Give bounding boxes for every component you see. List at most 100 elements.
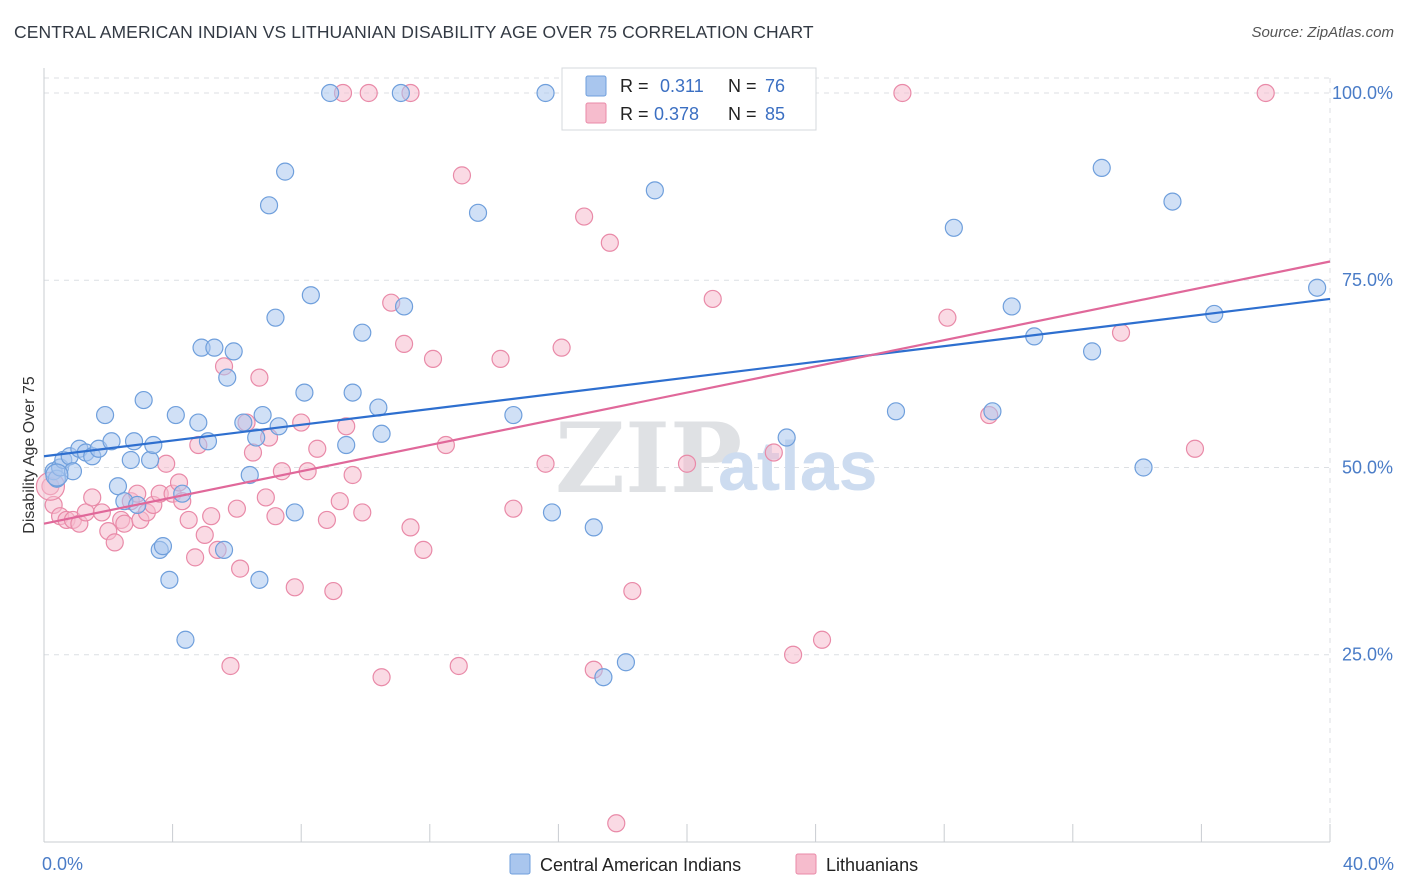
central-american-indians-point-37 xyxy=(253,405,272,425)
lithuanians-point-48 xyxy=(343,465,362,485)
lithuanians-point-27 xyxy=(202,507,221,526)
central-american-indians-cluster-mark xyxy=(45,463,69,487)
lithuanians-point-61 xyxy=(504,499,523,518)
lithuanians-point-78 xyxy=(1185,439,1205,458)
lithuanians-point-58 xyxy=(449,656,468,676)
lithuanians-point-79 xyxy=(1256,83,1275,103)
watermark-zip: ZIP xyxy=(555,402,742,515)
central-american-indians-trend-line xyxy=(43,297,1331,458)
legend-r-label-blue: R = xyxy=(620,76,649,96)
y-tick-label-1: 50.0% xyxy=(1342,457,1393,477)
central-american-indians-point-73 xyxy=(1308,278,1327,297)
lithuanians-point-51 xyxy=(372,668,391,687)
central-american-indians-point-30 xyxy=(214,540,234,559)
x-tick-label-0: 0.0% xyxy=(42,854,83,874)
central-american-indians-point-44 xyxy=(301,286,320,305)
lithuanians-point-71 xyxy=(764,443,783,462)
lithuanians-point-56 xyxy=(423,349,443,368)
central-american-indians-point-55 xyxy=(536,83,555,103)
source-credit: Source: ZipAtlas.com xyxy=(1251,24,1394,41)
lithuanians-point-67 xyxy=(607,814,626,833)
legend-r-label-pink: R = xyxy=(620,104,649,124)
central-american-indians-point-66 xyxy=(1002,297,1021,316)
central-american-indians-point-17 xyxy=(134,390,153,410)
lithuanians-point-44 xyxy=(317,510,337,530)
x-tick-label-1: 40.0% xyxy=(1343,854,1394,874)
series-legend-swatch-pink xyxy=(795,853,817,875)
legend-n-value-pink: 85 xyxy=(765,104,785,124)
x-tick-labels: 0.0% 40.0% xyxy=(42,854,1394,874)
central-american-indians-point-42 xyxy=(285,503,304,522)
series-legend: Central American Indians Lithuanians xyxy=(509,853,918,875)
lithuanians-point-62 xyxy=(536,454,555,473)
central-american-indians-point-50 xyxy=(372,424,391,443)
y-axis-label: Disability Age Over 75 xyxy=(21,376,38,534)
central-american-indians-point-15 xyxy=(124,432,144,451)
lithuanians-point-26 xyxy=(195,525,214,545)
central-american-indians-point-22 xyxy=(160,570,179,589)
central-american-indians-point-49 xyxy=(369,398,388,417)
legend-n-label-pink: N = xyxy=(728,104,757,124)
central-american-indians-point-11 xyxy=(102,432,121,451)
lithuanians-point-64 xyxy=(575,207,594,226)
lithuanians-points xyxy=(35,83,1275,833)
legend-r-value-pink: 0.378 xyxy=(654,104,699,124)
central-american-indians-point-39 xyxy=(266,308,285,327)
central-american-indians-point-23 xyxy=(166,405,185,425)
lithuanians-point-59 xyxy=(452,166,472,185)
lithuanians-point-66 xyxy=(600,233,619,252)
central-american-indians-point-60 xyxy=(645,181,664,200)
watermark: ZIP atlas xyxy=(555,402,878,515)
central-american-indians-point-41 xyxy=(276,162,295,181)
legend-n-value-blue: 76 xyxy=(765,76,785,96)
y-tick-label-2: 75.0% xyxy=(1342,270,1393,290)
lithuanians-point-23 xyxy=(179,510,198,530)
central-american-indians-point-48 xyxy=(353,323,372,342)
central-american-indians-point-14 xyxy=(121,450,140,470)
lithuanians-point-47 xyxy=(337,417,356,436)
central-american-indians-point-65 xyxy=(983,402,1002,421)
central-american-indians-point-25 xyxy=(176,630,195,649)
legend-n-label-blue: N = xyxy=(728,76,757,96)
y-tick-label-0: 25.0% xyxy=(1342,645,1393,665)
lithuanians-point-32 xyxy=(231,559,250,578)
central-american-indians-point-21 xyxy=(153,537,173,556)
central-american-indians-point-71 xyxy=(1163,192,1182,211)
lithuanians-point-74 xyxy=(893,83,912,103)
axes xyxy=(43,68,1331,843)
lithuanians-point-19 xyxy=(157,454,176,473)
lithuanians-point-69 xyxy=(677,454,697,473)
lithuanians-trend-line xyxy=(43,260,1331,525)
central-american-indians-point-57 xyxy=(584,518,603,537)
lithuanians-point-7 xyxy=(83,488,102,507)
lithuanians-point-31 xyxy=(227,499,246,518)
lithuanians-point-34 xyxy=(243,443,263,462)
series-legend-label-blue: Central American Indians xyxy=(540,855,741,875)
central-american-indians-point-68 xyxy=(1082,342,1102,361)
central-american-indians-point-19 xyxy=(144,435,163,455)
lithuanians-point-77 xyxy=(1111,323,1131,342)
central-american-indians-point-62 xyxy=(777,428,796,447)
lithuanians-point-50 xyxy=(359,83,378,103)
central-american-indians-point-26 xyxy=(189,413,208,432)
central-american-indians-point-29 xyxy=(205,338,224,357)
central-american-indians-point-52 xyxy=(394,297,414,316)
legend-r-value-blue: 0.311 xyxy=(660,76,704,96)
central-american-indians-point-34 xyxy=(240,465,259,485)
lithuanians-point-24 xyxy=(186,548,205,567)
lithuanians-point-36 xyxy=(256,488,275,507)
lithuanians-point-55 xyxy=(414,540,433,559)
central-american-indians-point-32 xyxy=(224,342,243,361)
gridlines xyxy=(44,77,1331,842)
lithuanians-point-43 xyxy=(308,439,327,458)
central-american-indians-point-64 xyxy=(944,218,963,237)
lithuanians-point-41 xyxy=(292,413,311,432)
lithuanians-point-53 xyxy=(394,334,414,354)
lithuanians-point-30 xyxy=(221,656,240,676)
central-american-indians-point-12 xyxy=(108,477,128,496)
lithuanians-point-73 xyxy=(812,630,832,649)
central-american-indians-point-69 xyxy=(1092,158,1111,177)
central-american-indians-point-51 xyxy=(391,83,410,103)
lithuanians-point-12 xyxy=(115,514,134,533)
